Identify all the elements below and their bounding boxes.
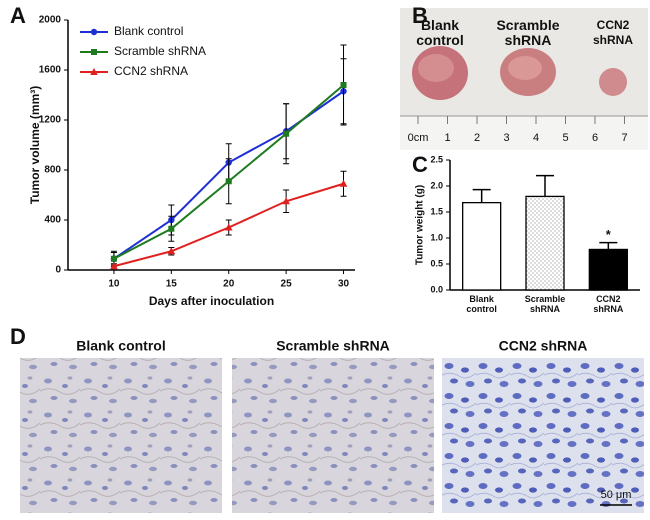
scale-bar-label: 50 μm: [601, 489, 632, 501]
significance: *: [606, 227, 612, 242]
panel-letter: B: [412, 3, 428, 28]
y-tick-label: 800: [44, 165, 61, 176]
bar: [588, 248, 628, 291]
panel-letter: D: [10, 324, 26, 349]
x-tick-label: 30: [338, 279, 350, 290]
legend-label: Blank control: [114, 24, 183, 38]
marker: [168, 225, 175, 232]
tumor-photo: [400, 8, 648, 150]
micrograph-title: Blank control: [76, 338, 165, 354]
error-bar: [599, 241, 618, 250]
marker: [283, 130, 290, 137]
error-bar: [536, 174, 554, 197]
tumor-highlight: [418, 54, 454, 82]
marker: [167, 247, 176, 255]
y-tick-label: 2.0: [430, 180, 443, 190]
x-tick-label: Blank control: [466, 294, 497, 314]
panel-letter: C: [412, 152, 428, 177]
tumor: [599, 68, 627, 96]
y-tick-label: 2.5: [430, 154, 443, 164]
error-bar: [472, 188, 491, 203]
x-tick-label: 25: [281, 279, 293, 290]
micrograph-title: CCN2 shRNA: [499, 338, 588, 354]
tumor-label: CCN2 shRNA: [593, 18, 633, 47]
y-tick-label: 1600: [39, 65, 62, 76]
ruler-label: 1: [444, 132, 450, 144]
micrograph-title: Scramble shRNA: [276, 338, 390, 354]
micrograph: [232, 358, 434, 513]
y-tick-label: 1.0: [430, 232, 443, 242]
y-tick-label: 1200: [39, 115, 62, 126]
y-tick-label: 0.0: [430, 284, 443, 294]
ruler-label: 7: [621, 132, 627, 144]
legend-marker: [90, 68, 98, 75]
ruler-label: 6: [592, 132, 598, 144]
x-tick-label: 10: [108, 279, 120, 290]
tumor-label: Scramble shRNA: [496, 17, 559, 48]
legend-marker: [91, 49, 97, 55]
marker: [282, 197, 290, 205]
y-axis-title: Tumor weight (g): [415, 185, 426, 265]
ruler-label: 4: [533, 132, 539, 144]
ruler: [400, 116, 648, 150]
bar: [525, 195, 565, 291]
bar: [462, 201, 502, 291]
marker: [339, 179, 348, 187]
marker: [224, 223, 233, 231]
marker: [225, 178, 232, 185]
y-tick-label: 0: [55, 265, 61, 276]
marker: [110, 262, 118, 270]
tumor-highlight: [508, 56, 542, 80]
micrograph: [442, 358, 644, 513]
ruler-label: 2: [474, 132, 480, 144]
y-tick-label: 400: [44, 215, 61, 226]
marker: [110, 255, 117, 262]
ruler-label: 3: [503, 132, 509, 144]
ruler-label: 0cm: [408, 132, 429, 144]
tumor-label: Blank control: [416, 17, 463, 48]
x-axis-title: Days after inoculation: [149, 294, 274, 308]
legend-label: Scramble shRNA: [114, 44, 206, 58]
panel-letter: A: [10, 3, 26, 28]
x-tick-label: Scramble shRNA: [525, 294, 566, 314]
x-tick-label: 20: [223, 279, 235, 290]
x-tick-label: 15: [166, 279, 178, 290]
y-tick-label: 1.5: [430, 206, 443, 216]
y-tick-label: 2000: [39, 15, 62, 26]
y-axis-title: Tumor volume (mm³): [28, 86, 42, 204]
ruler-label: 5: [562, 132, 568, 144]
y-tick-label: 0.5: [430, 258, 443, 268]
x-tick-label: CCN2 shRNA: [593, 294, 624, 314]
legend-marker: [90, 28, 98, 36]
micrograph: [20, 358, 222, 513]
legend-label: CCN2 shRNA: [114, 64, 188, 78]
marker: [340, 82, 347, 88]
